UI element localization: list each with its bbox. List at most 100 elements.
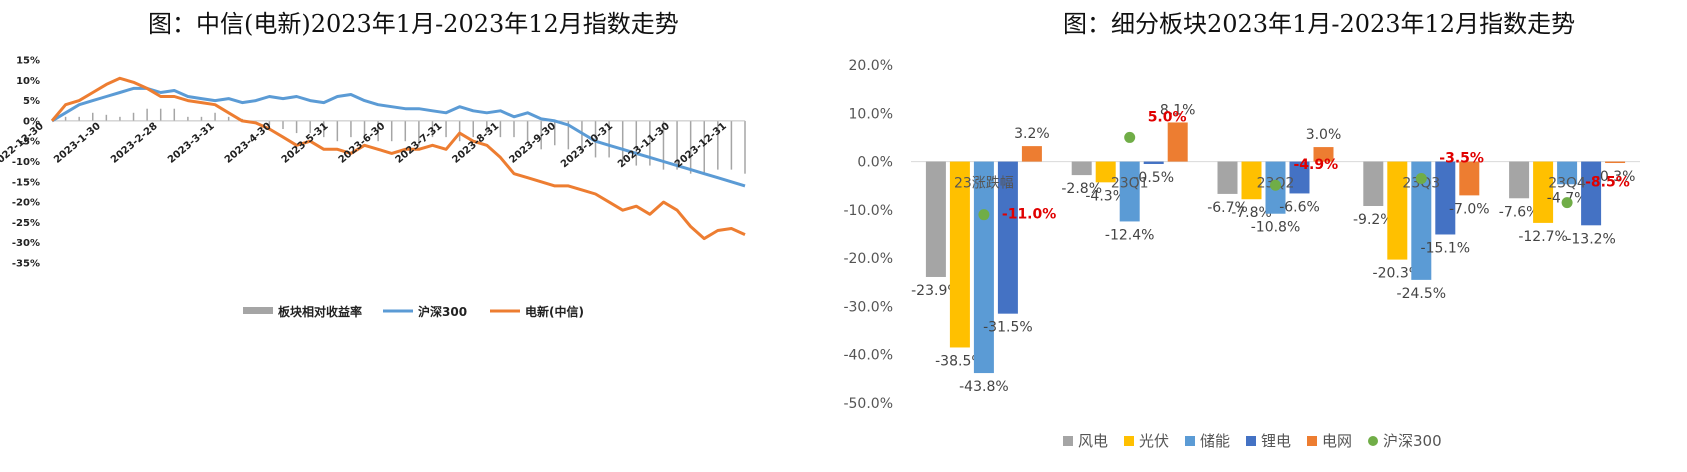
hs300-data-label: -11.0%	[1002, 207, 1056, 223]
bar-data-label: 3.2%	[1014, 126, 1050, 142]
bar-3-0	[997, 161, 1018, 314]
bar-1-4	[1533, 161, 1554, 223]
right-y-tick-label: -40.0%	[843, 348, 893, 364]
left-x-tick-label: 2023-2-28	[109, 121, 160, 166]
bar-data-label: -43.8%	[959, 379, 1009, 395]
bar-3-1	[1143, 161, 1164, 164]
legend-swatch-relative-return	[243, 307, 273, 314]
bar-0-0	[925, 161, 946, 277]
left-x-tick-label: 2023-1-30	[52, 121, 103, 166]
left-y-tick-label: -15%	[12, 177, 40, 188]
left-x-tick-label: 2023-8-31	[451, 121, 502, 166]
bar-3-2	[1289, 161, 1310, 194]
bar-2-3	[1411, 161, 1432, 280]
hs300-line	[51, 86, 746, 188]
right-y-tick-label: -30.0%	[843, 299, 893, 315]
hs300-marker	[978, 209, 990, 221]
legend-label: 沪深300	[418, 304, 467, 319]
bar-data-label: -0.5%	[1133, 170, 1174, 186]
left-y-tick-label: 0%	[23, 116, 40, 127]
bar-data-label: -24.5%	[1397, 286, 1447, 302]
bar-4-3	[1459, 161, 1480, 196]
left-x-tick-label: 2023-5-31	[280, 121, 331, 166]
bar-data-label: -20.3%	[1373, 266, 1423, 282]
hs300-marker	[1124, 131, 1136, 143]
legend-label: 沪深300	[1383, 432, 1442, 450]
hs300-marker	[1415, 172, 1427, 184]
bar-0-2	[1217, 161, 1238, 194]
bar-data-label: -15.1%	[1421, 240, 1471, 256]
bar-data-label: -2.8%	[1061, 181, 1102, 197]
legend-swatch	[1246, 436, 1256, 446]
bar-data-label: 3.0%	[1306, 127, 1342, 143]
left-y-tick-label: -20%	[12, 198, 40, 209]
bar-4-0	[1021, 146, 1042, 162]
bar-data-label: -38.5%	[935, 353, 985, 369]
bar-2-0	[973, 161, 994, 374]
bar-2-1	[1119, 161, 1140, 222]
hs300-marker	[1561, 197, 1573, 209]
legend-label: 风电	[1078, 432, 1108, 450]
legend-label: 电新(中信)	[525, 304, 584, 319]
bar-data-label: 8.1%	[1160, 102, 1196, 118]
legend-swatch	[1307, 436, 1317, 446]
legend-marker-hs300	[1368, 436, 1378, 446]
bar-1-0	[949, 161, 970, 348]
left-x-tick-label: 2023-6-30	[337, 121, 388, 166]
legend-label: 电网	[1322, 432, 1352, 450]
right-y-tick-label: 0.0%	[857, 155, 893, 171]
left-y-tick-label: 15%	[16, 56, 40, 67]
bar-data-label: -7.6%	[1499, 204, 1540, 220]
bar-data-label: -12.7%	[1518, 229, 1568, 245]
hs300-marker	[1270, 179, 1281, 191]
bar-data-label: -10.8%	[1251, 220, 1301, 236]
bar-data-label: -6.6%	[1279, 199, 1320, 215]
bar-0-3	[1363, 161, 1384, 206]
bar-2-4	[1557, 161, 1578, 185]
legend-label: 板块相对收益率	[278, 304, 362, 319]
bar-data-label: -7.0%	[1449, 201, 1490, 217]
right-y-tick-label: 10.0%	[849, 106, 893, 122]
hs300-data-label: -3.5%	[1439, 150, 1484, 166]
hs300-data-label: -8.5%	[1585, 175, 1630, 191]
left-y-tick-label: -30%	[12, 238, 40, 249]
bar-4-1	[1167, 122, 1188, 162]
left-y-tick-label: -35%	[12, 259, 40, 270]
bar-data-label: -6.7%	[1207, 200, 1248, 216]
bar-1-2	[1241, 161, 1262, 200]
bar-4-4	[1605, 161, 1626, 164]
left-x-tick-label: 2023-12-31	[673, 121, 729, 171]
left-y-tick-label: -5%	[19, 137, 40, 148]
bar-data-label: -4.3%	[1085, 188, 1126, 204]
legend-swatch	[1185, 436, 1195, 446]
category-label: 23Q1	[1111, 176, 1149, 192]
right-y-tick-label: -50.0%	[843, 396, 893, 412]
legend-label: 储能	[1200, 432, 1230, 450]
legend-label: 光伏	[1139, 432, 1169, 450]
left-x-tick-label: 2023-4-30	[223, 121, 274, 166]
bar-0-1	[1071, 161, 1092, 176]
hs300-data-label: -4.9%	[1294, 157, 1339, 173]
legend-label: 锂电	[1261, 432, 1291, 450]
left-y-tick-label: -25%	[12, 218, 40, 229]
bar-4-2	[1313, 147, 1334, 162]
legend-swatch	[1124, 436, 1134, 446]
bar-3-4	[1581, 161, 1602, 226]
hs300-data-label: 5.0%	[1148, 109, 1187, 125]
left-x-tick-label: 2023-3-31	[166, 121, 217, 166]
bar-data-label: -9.2%	[1353, 212, 1394, 228]
bar-data-label: -23.9%	[911, 283, 961, 299]
bar-data-label: -0.3%	[1595, 169, 1636, 185]
bar-data-label: -13.2%	[1566, 231, 1616, 247]
bar-3-3	[1435, 161, 1456, 235]
dianxin-line	[50, 76, 746, 241]
left-x-tick-label: 2023-9-30	[507, 121, 558, 166]
bar-data-label: -7.8%	[1231, 205, 1272, 221]
left-y-tick-label: 10%	[16, 76, 40, 87]
category-label: 23涨跌幅	[954, 176, 1014, 192]
legend-swatch	[1063, 436, 1073, 446]
bar-1-3	[1387, 161, 1408, 260]
category-label: 23Q4	[1548, 176, 1586, 192]
